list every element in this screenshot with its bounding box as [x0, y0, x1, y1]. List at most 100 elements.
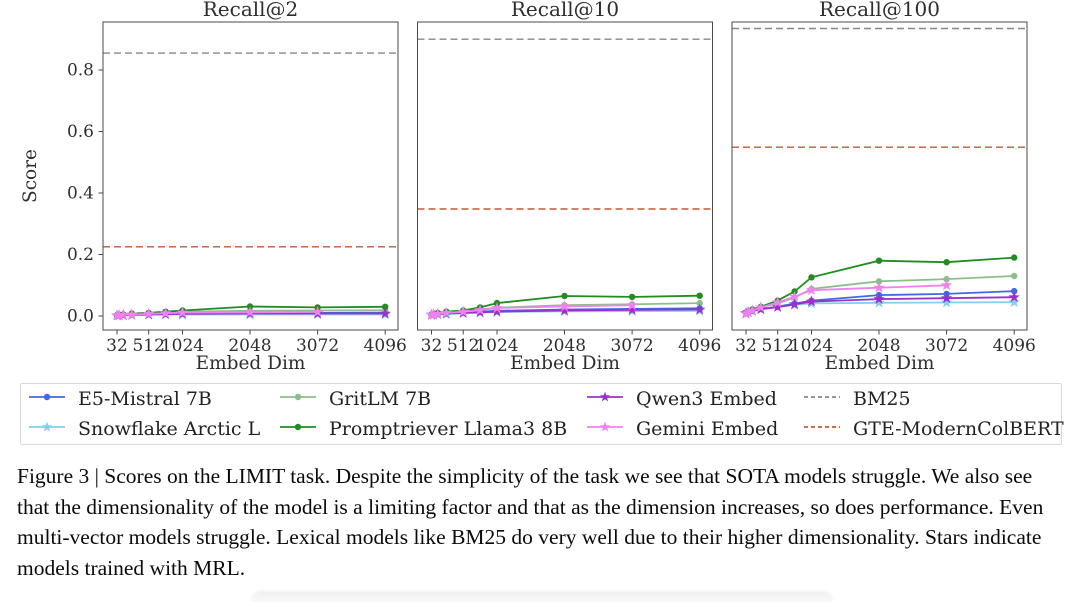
- marker-qwen3-embed: [379, 307, 391, 319]
- marker-qwen3-embed: [1008, 291, 1020, 303]
- legend-label: BM25: [853, 388, 911, 410]
- legend-column: Qwen3 Embed Gemini Embed: [586, 384, 778, 444]
- panel-frame: [417, 21, 713, 331]
- marker-qwen3-embed: [626, 303, 638, 315]
- marker-gemini-embed: [440, 306, 452, 318]
- marker-gemini-embed: [491, 302, 503, 313]
- marker-qwen3-embed: [873, 293, 885, 304]
- x-tick-label: 4096: [678, 336, 721, 356]
- x-tick-label: 512: [761, 336, 793, 356]
- marker-promptriever-llama3-8b: [875, 257, 883, 264]
- x-tick-label: 512: [447, 336, 479, 356]
- x-tick-label: 32: [421, 336, 443, 356]
- legend: E5-Mistral 7B Snowflake Arctic L GritLM 7B…: [20, 383, 1064, 445]
- marker-qwen3-embed: [805, 295, 818, 307]
- marker-gemini-embed: [746, 304, 759, 316]
- x-tick-label: 3072: [296, 336, 339, 356]
- marker-gemini-embed: [311, 306, 324, 317]
- legend-swatch-star-icon: [586, 389, 624, 409]
- legend-item-qwen3-embed: Qwen3 Embed: [586, 386, 778, 412]
- marker-qwen3-embed: [491, 305, 503, 317]
- marker-gemini-embed: [427, 308, 440, 320]
- marker-qwen3-embed: [771, 301, 784, 312]
- marker-gritlm-7b: [1011, 272, 1018, 280]
- legend-label: GritLM 7B: [329, 388, 432, 410]
- marker-gemini-embed: [873, 281, 885, 293]
- legend-swatch-circle-icon: [279, 419, 317, 439]
- marker-qwen3-embed: [788, 298, 801, 310]
- marker-gritlm-7b: [943, 275, 950, 283]
- marker-qwen3-embed: [693, 303, 706, 315]
- marker-qwen3-embed: [940, 292, 953, 304]
- x-axis-label: Embed Dim: [510, 353, 620, 374]
- legend-label: Promptriever Llama3 8B: [329, 418, 568, 440]
- marker-gemini-embed: [558, 300, 571, 312]
- x-tick-label: 3072: [925, 336, 968, 356]
- marker-promptriever-llama3-8b: [696, 292, 703, 299]
- marker-promptriever-llama3-8b: [561, 292, 568, 300]
- legend-label: E5-Mistral 7B: [78, 388, 212, 410]
- x-tick-label: 1024: [475, 336, 518, 356]
- legend-swatch-circle-icon: [279, 389, 317, 409]
- marker-gemini-embed: [432, 307, 444, 319]
- x-tick-label: 3072: [610, 336, 653, 356]
- legend-column: E5-Mistral 7B Snowflake Arctic L: [28, 384, 260, 444]
- legend-item-promptriever-llama3-8b: Promptriever Llama3 8B: [279, 416, 567, 442]
- marker-gemini-embed: [159, 307, 172, 319]
- marker-gemini-embed: [142, 307, 155, 319]
- marker-snowflake-arctic-l: [1008, 296, 1020, 308]
- legend-swatch-circle-icon: [28, 389, 66, 409]
- x-tick-label: 32: [106, 336, 128, 356]
- legend-item-gritlm-7b: GritLM 7B: [279, 386, 567, 412]
- legend-column: BM25 GTE-ModernColBERT: [803, 384, 1064, 444]
- legend-swatch-dashed-icon: [803, 419, 841, 439]
- x-tick-label: 4096: [993, 336, 1036, 356]
- x-axis-label: Embed Dim: [196, 353, 306, 374]
- legend-item-gemini-embed: Gemini Embed: [586, 416, 778, 442]
- legend-item-e5-mistral-7b: E5-Mistral 7B: [28, 386, 260, 412]
- legend-label: Gemini Embed: [636, 418, 779, 440]
- x-tick-label: 2048: [228, 336, 271, 356]
- panel-title: Recall@100: [819, 0, 940, 21]
- marker-qwen3-embed: [558, 304, 571, 316]
- marker-gemini-embed: [940, 279, 953, 291]
- x-tick-label: 4096: [364, 336, 407, 356]
- marker-gemini-embed: [626, 299, 638, 311]
- marker-gemini-embed: [755, 301, 767, 313]
- legend-swatch-star-icon: [586, 419, 624, 439]
- legend-swatch-dashed-icon: [803, 389, 841, 409]
- x-tick-label: 2048: [543, 336, 586, 356]
- y-tick-label: 0.4: [67, 184, 94, 204]
- marker-snowflake-arctic-l: [940, 296, 953, 308]
- y-axis-label: Score: [20, 149, 41, 203]
- x-axis-label: Embed Dim: [825, 353, 935, 374]
- x-tick-label: 2048: [857, 336, 900, 356]
- panel-frame: [102, 21, 399, 331]
- marker-promptriever-llama3-8b: [943, 259, 950, 266]
- marker-gemini-embed: [771, 296, 784, 308]
- y-tick-label: 0.2: [67, 245, 94, 265]
- x-tick-label: 512: [132, 336, 164, 356]
- marker-gemini-embed: [474, 304, 486, 316]
- marker-gritlm-7b: [696, 299, 703, 307]
- legend-swatch-star-icon: [28, 419, 66, 439]
- legend-column: GritLM 7B Promptriever Llama3 8B: [279, 384, 567, 444]
- panel-title: Recall@2: [203, 0, 299, 21]
- y-tick-label: 0.6: [67, 122, 94, 142]
- marker-promptriever-llama3-8b: [382, 303, 389, 310]
- panel-title: Recall@10: [511, 0, 619, 21]
- x-tick-label: 1024: [790, 336, 833, 356]
- bottom-overlay-bar: [253, 593, 831, 602]
- marker-gemini-embed: [457, 305, 469, 317]
- legend-item-snowflake-arctic-l: Snowflake Arctic L: [28, 416, 260, 442]
- marker-gritlm-7b: [875, 278, 883, 285]
- legend-label: Snowflake Arctic L: [78, 418, 261, 440]
- marker-gemini-embed: [117, 308, 130, 320]
- y-tick-label: 0.0: [67, 307, 94, 327]
- marker-gemini-embed: [788, 290, 801, 302]
- y-tick-label: 0.8: [67, 61, 94, 81]
- figure-caption: Figure 3 | Scores on the LIMIT task. Des…: [17, 464, 1044, 580]
